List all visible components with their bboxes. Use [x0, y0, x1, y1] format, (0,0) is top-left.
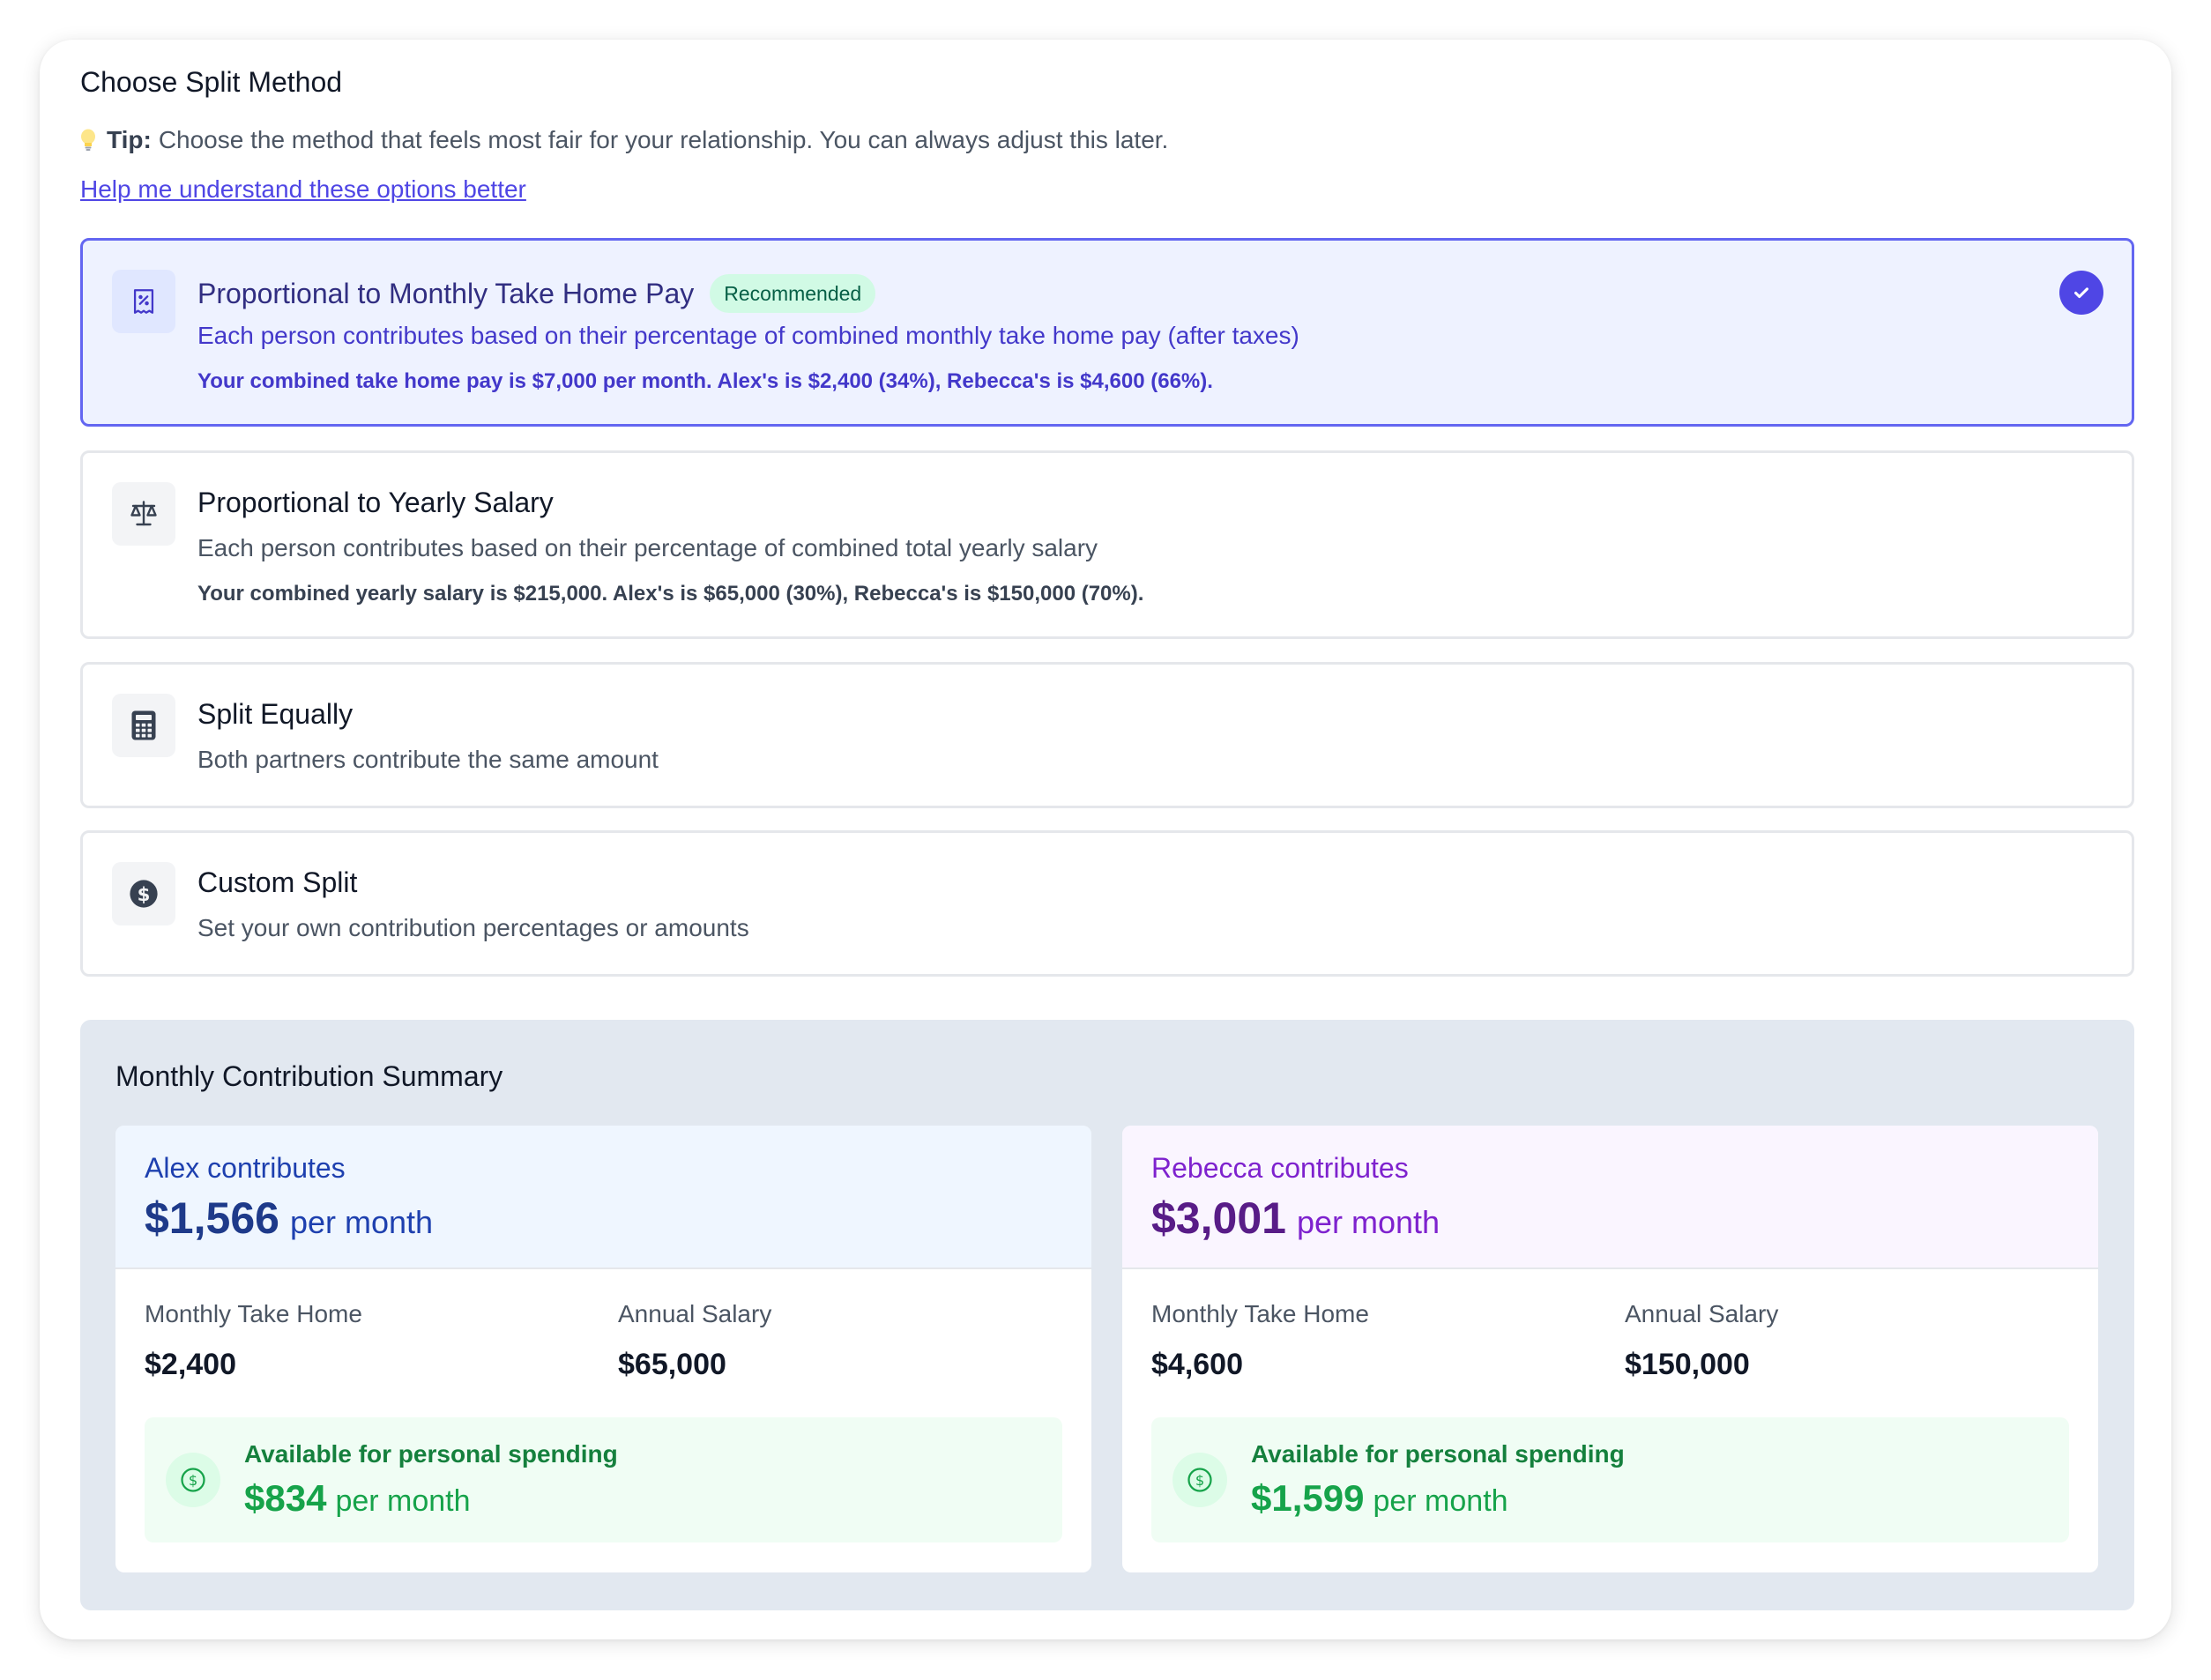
option-description: Each person contributes based on their p… — [197, 322, 1299, 349]
option-title: Split Equally — [197, 698, 354, 730]
alex-amount-period: per month — [289, 1204, 434, 1240]
option-title: Custom Split — [197, 866, 358, 898]
alex-contribution-header: Alex contributes $1,566 per month — [115, 1126, 1091, 1269]
option-name: Proportional to Yearly Salary — [197, 487, 554, 519]
available-value: $834 — [244, 1477, 327, 1519]
rebecca-amount-period: per month — [1296, 1204, 1440, 1240]
stat-label: Annual Salary — [1625, 1300, 1779, 1327]
page-title: Choose Split Method — [80, 66, 343, 98]
stat-value: $4,600 — [1151, 1348, 1243, 1381]
option-description: Set your own contribution percentages or… — [197, 914, 749, 941]
rebecca-summary-card: Rebecca contributes $3,001 per month Mon… — [1122, 1126, 2098, 1572]
available-amount: $1,599 per month — [1251, 1477, 1508, 1520]
option-detail: Your combined take home pay is $7,000 pe… — [197, 369, 1213, 393]
alex-contribution-amount: $1,566 per month — [145, 1193, 433, 1244]
available-label: Available for personal spending — [1251, 1440, 1625, 1468]
selected-check-icon — [2059, 271, 2103, 315]
rebecca-contribution-amount: $3,001 per month — [1151, 1193, 1440, 1244]
alex-summary-card: Alex contributes $1,566 per month Monthl… — [115, 1126, 1091, 1572]
contribution-summary: Monthly Contribution Summary Alex contri… — [80, 1020, 2134, 1610]
tip-text: Choose the method that feels most fair f… — [158, 126, 1169, 153]
available-period: per month — [1373, 1484, 1508, 1518]
option-description: Each person contributes based on their p… — [197, 534, 1098, 561]
calculator-icon — [112, 694, 175, 757]
option-name: Proportional to Monthly Take Home Pay Re… — [197, 274, 876, 313]
option-name: Split Equally — [197, 698, 353, 731]
dollar-circle-icon: $ — [112, 862, 175, 925]
available-label: Available for personal spending — [244, 1440, 618, 1468]
svg-text:$: $ — [1195, 1472, 1204, 1489]
help-link[interactable]: Help me understand these options better — [80, 175, 526, 203]
available-period: per month — [335, 1484, 471, 1518]
rebecca-take-home-stat: Monthly Take Home $4,600 — [1151, 1300, 1369, 1382]
dollar-circle-icon: $ — [166, 1453, 220, 1507]
rebecca-contribution-header: Rebecca contributes $3,001 per month — [1122, 1126, 2098, 1269]
split-method-card: Choose Split Method Tip: Choose the meth… — [40, 40, 2171, 1639]
alex-available-spending: $ Available for personal spending $834 p… — [145, 1417, 1062, 1542]
stat-label: Monthly Take Home — [1151, 1300, 1369, 1327]
dollar-circle-icon: $ — [1172, 1453, 1227, 1507]
option-split-equally[interactable]: Split Equally Both partners contribute t… — [80, 662, 2134, 808]
recommended-badge: Recommended — [710, 274, 876, 313]
svg-text:$: $ — [189, 1472, 197, 1489]
rebecca-salary-stat: Annual Salary $150,000 — [1625, 1300, 1778, 1382]
stat-value: $65,000 — [618, 1348, 726, 1381]
scale-icon — [112, 482, 175, 546]
available-value: $1,599 — [1251, 1477, 1365, 1519]
stat-value: $2,400 — [145, 1348, 236, 1381]
stat-label: Monthly Take Home — [145, 1300, 362, 1327]
summary-title: Monthly Contribution Summary — [115, 1060, 503, 1092]
option-detail: Your combined yearly salary is $215,000.… — [197, 582, 1144, 606]
tip-label: Tip: — [107, 126, 152, 153]
rebecca-amount-value: $3,001 — [1151, 1193, 1286, 1243]
svg-text:$: $ — [138, 884, 151, 906]
stat-value: $150,000 — [1625, 1348, 1750, 1381]
option-yearly-salary[interactable]: Proportional to Yearly Salary Each perso… — [80, 450, 2134, 639]
alex-salary-stat: Annual Salary $65,000 — [618, 1300, 771, 1382]
option-description: Both partners contribute the same amount — [197, 746, 659, 773]
option-name: Custom Split — [197, 866, 357, 899]
tip-line: Tip: Choose the method that feels most f… — [80, 126, 1168, 154]
option-monthly-take-home[interactable]: Proportional to Monthly Take Home Pay Re… — [80, 238, 2134, 427]
lightbulb-icon — [81, 129, 95, 151]
receipt-percent-icon — [112, 270, 175, 333]
alex-take-home-stat: Monthly Take Home $2,400 — [145, 1300, 362, 1382]
rebecca-contributes-label: Rebecca contributes — [1151, 1152, 1409, 1184]
option-custom-split[interactable]: $ Custom Split Set your own contribution… — [80, 830, 2134, 977]
stat-label: Annual Salary — [618, 1300, 772, 1327]
alex-contributes-label: Alex contributes — [145, 1152, 346, 1184]
available-amount: $834 per month — [244, 1477, 471, 1520]
rebecca-available-spending: $ Available for personal spending $1,599… — [1151, 1417, 2069, 1542]
option-title: Proportional to Yearly Salary — [197, 487, 554, 518]
option-title: Proportional to Monthly Take Home Pay — [197, 277, 695, 309]
alex-amount-value: $1,566 — [145, 1193, 279, 1243]
